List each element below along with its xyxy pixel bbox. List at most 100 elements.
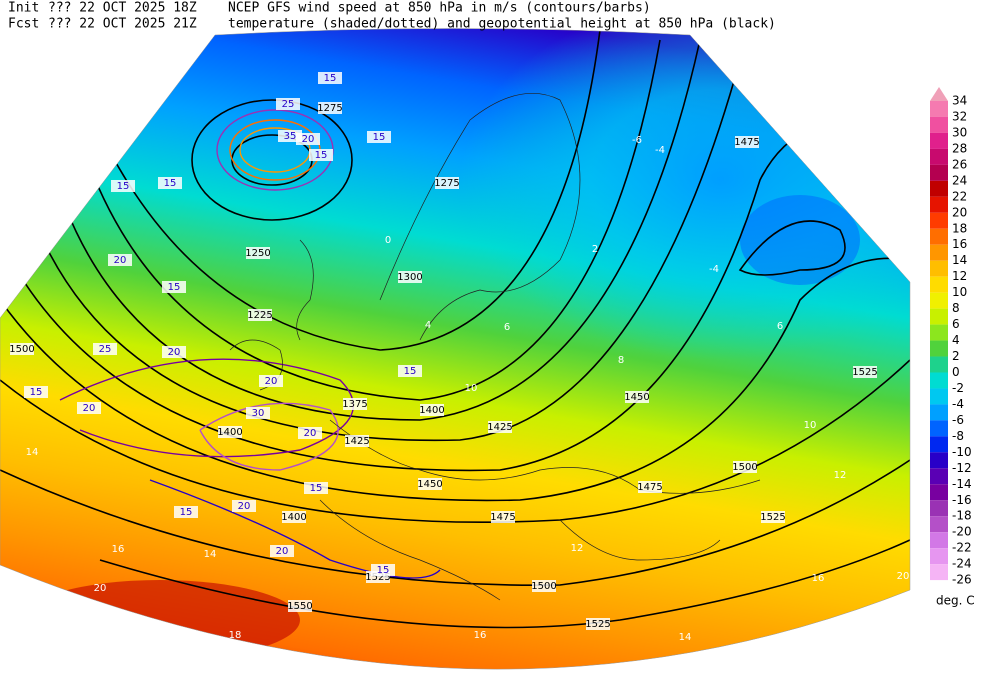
colorbar-box <box>930 548 948 565</box>
geopotential-label: 1250 <box>245 248 270 259</box>
label-background <box>232 500 256 512</box>
geopotential-label: 1500 <box>9 344 34 355</box>
label-background <box>158 177 182 189</box>
title-line-1: NCEP GFS wind speed at 850 hPa in m/s (c… <box>228 1 651 16</box>
colorbar-label: 30 <box>952 125 967 139</box>
label-background <box>491 511 515 523</box>
label-background <box>93 343 117 355</box>
geopotential-label: 1375 <box>342 399 367 410</box>
wind-speed-label: 20 <box>238 501 251 512</box>
colorbar-label: 6 <box>952 317 960 331</box>
geopotential-label: 1475 <box>490 512 515 523</box>
temperature-label: 14 <box>204 549 217 560</box>
colorbar-label: -10 <box>952 445 972 459</box>
label-background <box>288 600 312 612</box>
colorbar-box <box>930 292 948 309</box>
map-labels: 1275127512501300122513751400142514501425… <box>9 72 909 643</box>
colorbar-label: 20 <box>952 205 967 219</box>
label-background <box>246 247 270 259</box>
geopotential-label: 1450 <box>624 392 649 403</box>
label-background <box>246 407 270 419</box>
label-background <box>532 580 556 592</box>
temperature-label: 6 <box>504 322 510 333</box>
colorbar-label: 32 <box>952 109 967 123</box>
colorbar-box <box>930 324 948 341</box>
label-background <box>24 386 48 398</box>
temperature-label: 0 <box>385 235 391 246</box>
colorbar-label: 4 <box>952 333 960 347</box>
temperature-label: 6 <box>777 321 783 332</box>
colorbar-box <box>930 340 948 357</box>
label-background <box>108 254 132 266</box>
colorbar-label: 0 <box>952 365 960 379</box>
geopotential-label: 1475 <box>734 137 759 148</box>
geopotential-label: 1525 <box>365 572 390 583</box>
label-background <box>367 131 391 143</box>
colorbar-box <box>930 564 948 581</box>
wind-speed-label: 20 <box>265 376 278 387</box>
wind-speed-label: 20 <box>114 255 127 266</box>
colorbar-box <box>930 436 948 453</box>
colorbar-label: -26 <box>952 573 972 587</box>
wind-speed-label: 20 <box>168 347 181 358</box>
wind-speed-label: 20 <box>302 134 315 145</box>
geopotential-label: 1425 <box>344 436 369 447</box>
colorbar-box <box>930 132 948 149</box>
colorbar-label: -22 <box>952 541 972 555</box>
colorbar-label: 2 <box>952 349 960 363</box>
colorbar-label: 22 <box>952 189 967 203</box>
colorbar-label: 12 <box>952 269 967 283</box>
label-background <box>371 564 395 576</box>
wind-speed-label: 15 <box>377 565 390 576</box>
colorbar-box <box>930 468 948 485</box>
label-background <box>853 366 877 378</box>
temperature-label: -4 <box>655 145 665 156</box>
wind-speed-label: 15 <box>168 282 181 293</box>
geopotential-label: 1525 <box>585 619 610 630</box>
label-background <box>111 180 135 192</box>
colorbar: 3432302826242220181614121086420-2-4-6-8-… <box>930 87 972 587</box>
label-background <box>162 281 186 293</box>
colorbar-label: 8 <box>952 301 960 315</box>
geopotential-label: 1425 <box>487 422 512 433</box>
wind-speed-label: 15 <box>30 387 43 398</box>
label-background <box>270 545 294 557</box>
label-background <box>638 481 662 493</box>
label-background <box>77 402 101 414</box>
temperature-label: 20 <box>897 571 910 582</box>
coastlines <box>229 93 761 601</box>
cold-area-east <box>460 28 910 360</box>
label-background <box>735 136 759 148</box>
label-background <box>259 375 283 387</box>
wind-speed-label: 15 <box>310 483 323 494</box>
colorbar-label: -24 <box>952 557 972 571</box>
colorbar-box <box>930 228 948 245</box>
colorbar-label: -8 <box>952 429 964 443</box>
colorbar-label: -14 <box>952 477 972 491</box>
colorbar-label: 14 <box>952 253 967 267</box>
temperature-label: 12 <box>834 470 847 481</box>
colorbar-box <box>930 404 948 421</box>
temperature-label: 18 <box>229 630 242 641</box>
colorbar-label: 18 <box>952 221 967 235</box>
temperature-label: 16 <box>812 573 825 584</box>
wind-speed-label: 15 <box>117 181 130 192</box>
colorbar-box <box>930 308 948 325</box>
label-background <box>318 102 342 114</box>
label-background <box>304 482 328 494</box>
colorbar-box <box>930 388 948 405</box>
geopotential-label: 1400 <box>419 405 444 416</box>
geopotential-label: 1500 <box>531 581 556 592</box>
temperature-label: 8 <box>618 355 624 366</box>
label-background <box>282 511 306 523</box>
colorbar-box <box>930 276 948 293</box>
fcst-time: ??? 22 OCT 2025 21Z <box>48 17 197 32</box>
geopotential-label: 1550 <box>287 601 312 612</box>
colorbar-label: -20 <box>952 525 972 539</box>
geopotential-label: 1400 <box>281 512 306 523</box>
label-background <box>586 618 610 630</box>
label-background <box>296 133 320 145</box>
temperature-label: 14 <box>26 447 39 458</box>
